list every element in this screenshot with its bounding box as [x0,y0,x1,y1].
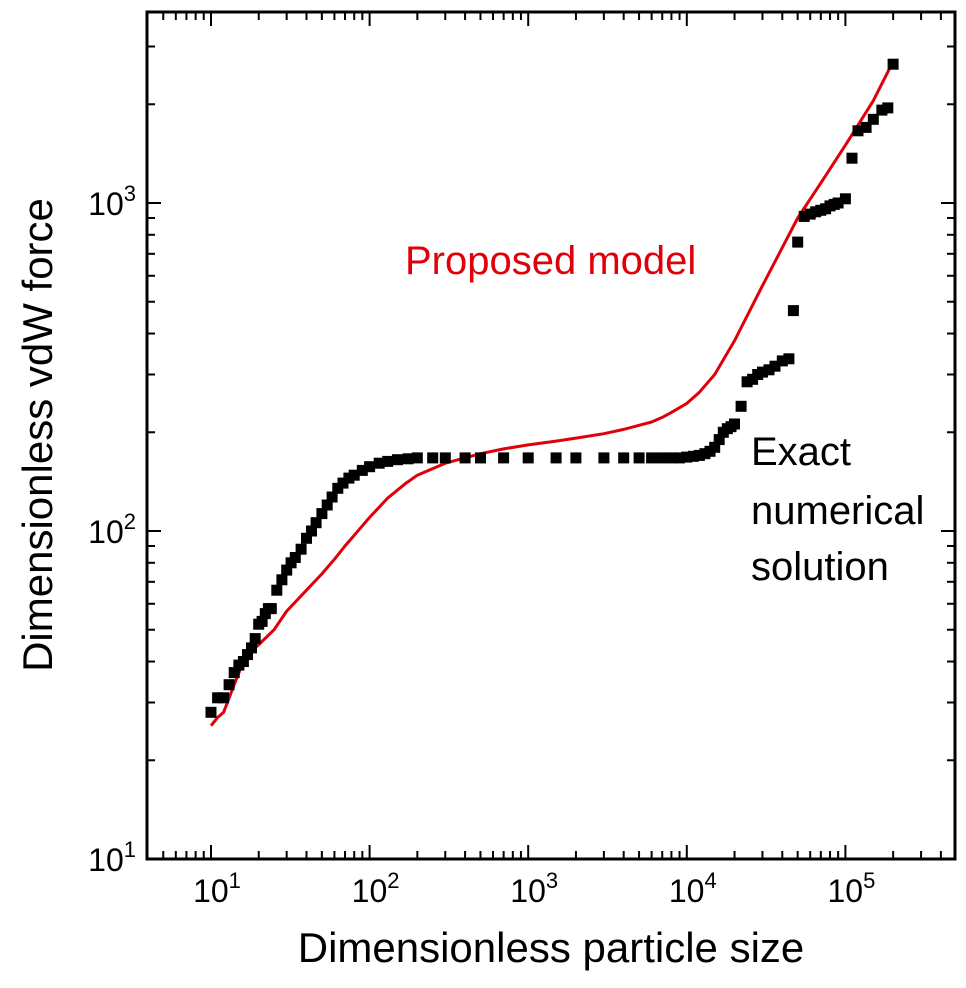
data-point [205,706,217,718]
data-point [316,508,328,520]
data-point [326,491,338,503]
data-point [674,452,685,464]
data-point [783,353,795,365]
data-point [289,552,301,563]
data-point [411,452,423,464]
data-point [598,452,610,464]
data-point [402,453,414,465]
x-tick-label: 103 [510,868,558,909]
data-point [310,517,322,529]
data-point [665,452,677,464]
x-tick-label: 101 [193,868,241,909]
data-point [271,584,283,596]
data-point [439,452,451,464]
x-tick-labels: 101 102 103 104 105 [193,868,875,909]
data-point [882,102,894,114]
data-point [237,656,249,667]
data-point [618,452,630,464]
data-point [757,366,768,378]
data-point [656,452,668,464]
axis-ticks [147,12,955,859]
data-point [337,477,349,489]
data-point [306,525,317,537]
data-point [867,113,879,125]
annotation-proposed-model: Proposed model [405,239,696,283]
x-tick-label: 105 [827,868,875,909]
data-point [769,360,781,372]
data-point [256,615,268,627]
data-point [763,364,775,376]
data-point [281,564,293,576]
data-point [839,193,851,205]
exact-solution-series [205,58,899,718]
data-point [876,104,888,116]
data-point [228,667,240,679]
data-point [212,692,224,704]
x-tick-label: 104 [669,868,717,909]
data-point [787,305,799,317]
data-point [295,543,307,555]
data-point [846,152,858,164]
data-point [570,452,582,464]
data-point [713,434,725,446]
x-axis-title: Dimensionless particle size [298,924,805,971]
data-point [321,499,333,511]
data-point [242,649,253,661]
data-point [735,400,747,412]
y-tick-labels: 101 102 103 [88,181,136,878]
data-point [265,603,277,615]
data-point [364,461,376,473]
data-point [860,121,872,133]
data-point [356,464,368,476]
data-point [427,452,439,464]
y-axis-title: Dimensionless vdW force [14,198,61,672]
y-tick-label: 103 [88,181,136,222]
annotation-exact-line-3: solution [751,545,889,589]
proposed-model-series [209,60,895,727]
data-point [522,452,534,464]
data-point [301,532,312,544]
data-point [709,441,721,453]
data-point [633,452,645,464]
proposed-model-line [209,60,895,727]
data-point [887,58,899,70]
data-point [792,236,804,248]
plot-frame [145,10,957,861]
data-point [223,679,235,691]
data-point [729,418,740,430]
data-point [852,125,864,137]
data-point [373,457,385,469]
data-point [475,452,486,464]
data-point [550,452,562,464]
data-point [687,450,699,462]
annotation-exact-line-2: numerical [751,489,924,533]
y-tick-label: 101 [88,837,136,878]
data-point [776,355,788,367]
data-point [459,452,471,464]
data-point [646,452,658,464]
data-point [382,455,394,467]
data-point [498,452,510,464]
y-tick-label: 102 [88,509,136,550]
data-point [392,454,403,466]
data-point [276,574,288,586]
x-tick-label: 102 [352,868,400,909]
data-point [681,451,693,463]
annotation-exact-line-1: Exact [751,430,851,474]
data-point [832,197,844,209]
data-point [218,692,230,704]
data-point [249,633,261,645]
data-point [348,469,360,481]
data-point [798,210,810,222]
data-point [246,642,257,654]
